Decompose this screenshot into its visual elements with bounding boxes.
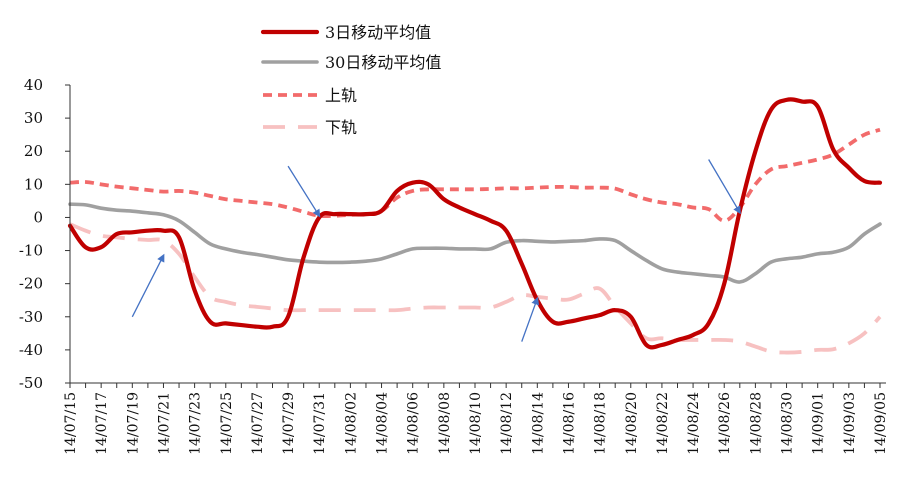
x-tick-label: 14/07/29 xyxy=(281,392,297,455)
x-tick-label: 14/07/17 xyxy=(94,392,110,455)
series-line-upper xyxy=(69,127,881,223)
x-tick-label: 14/07/31 xyxy=(312,392,328,455)
series-lines xyxy=(67,97,883,355)
arrow-annotations xyxy=(131,159,741,342)
x-tick-label: 14/08/04 xyxy=(375,392,391,455)
x-tick-label: 14/08/30 xyxy=(780,392,796,455)
y-tick-label: 20 xyxy=(24,142,43,160)
x-tick-label: 14/08/12 xyxy=(499,392,515,455)
x-tick-label: 14/08/20 xyxy=(624,392,640,455)
x-tick-label: 14/08/28 xyxy=(748,392,764,455)
legend-label-upper: 上轨 xyxy=(325,86,357,105)
x-tick-label: 14/07/19 xyxy=(125,392,141,455)
series-line-ma3 xyxy=(67,97,883,350)
arrow-annotation-3 xyxy=(521,296,540,342)
arrow-annotation-1 xyxy=(131,253,165,318)
x-tick-label: 14/09/05 xyxy=(873,392,889,455)
x-tick-label: 14/08/10 xyxy=(468,392,484,455)
legend-label-ma30: 30日移动平均值 xyxy=(325,53,441,72)
x-tick-label: 14/08/14 xyxy=(530,392,546,455)
series-line-lower xyxy=(69,222,882,355)
x-tick-label: 14/08/02 xyxy=(343,392,359,455)
series-line-ma30 xyxy=(68,202,882,284)
legend-label-lower: 下轨 xyxy=(325,118,357,137)
y-tick-label: -50 xyxy=(19,374,43,392)
arrow-annotation-2 xyxy=(287,165,321,218)
x-tick-label: 14/08/22 xyxy=(655,392,671,455)
x-tick-label: 14/08/06 xyxy=(406,392,422,455)
x-tick-label: 14/08/24 xyxy=(686,392,702,455)
x-tick-label: 14/09/03 xyxy=(842,392,858,455)
x-tick-label: 14/07/15 xyxy=(63,392,79,455)
x-tick-label: 14/08/26 xyxy=(717,392,733,455)
x-tick-label: 14/09/01 xyxy=(811,392,827,455)
x-tick-label: 14/08/18 xyxy=(593,392,609,455)
x-tick-label: 14/08/16 xyxy=(561,392,577,455)
y-tick-label: -30 xyxy=(19,308,43,326)
x-tick-label: 14/08/08 xyxy=(437,392,453,455)
x-tick-label: 14/07/21 xyxy=(156,392,172,455)
y-tick-label: 30 xyxy=(24,109,43,127)
y-tick-label: 10 xyxy=(24,175,43,193)
legend-label-ma3: 3日移动平均值 xyxy=(325,23,431,42)
axes: -50 -40 -30 -20 -10 0 10 20 30 40 14/07/15 14/07/17… xyxy=(19,76,889,455)
arrow-annotation-4 xyxy=(708,159,741,215)
x-tick-label: 14/07/27 xyxy=(250,392,266,455)
y-tick-label: -20 xyxy=(19,275,43,293)
x-tick-label: 14/07/25 xyxy=(219,392,235,455)
y-tick-label: 0 xyxy=(33,208,43,226)
y-tick-label: -40 xyxy=(19,341,43,359)
y-tick-label: -10 xyxy=(19,242,43,260)
x-tick-label: 14/07/23 xyxy=(188,392,204,455)
y-tick-label: 40 xyxy=(24,76,43,94)
